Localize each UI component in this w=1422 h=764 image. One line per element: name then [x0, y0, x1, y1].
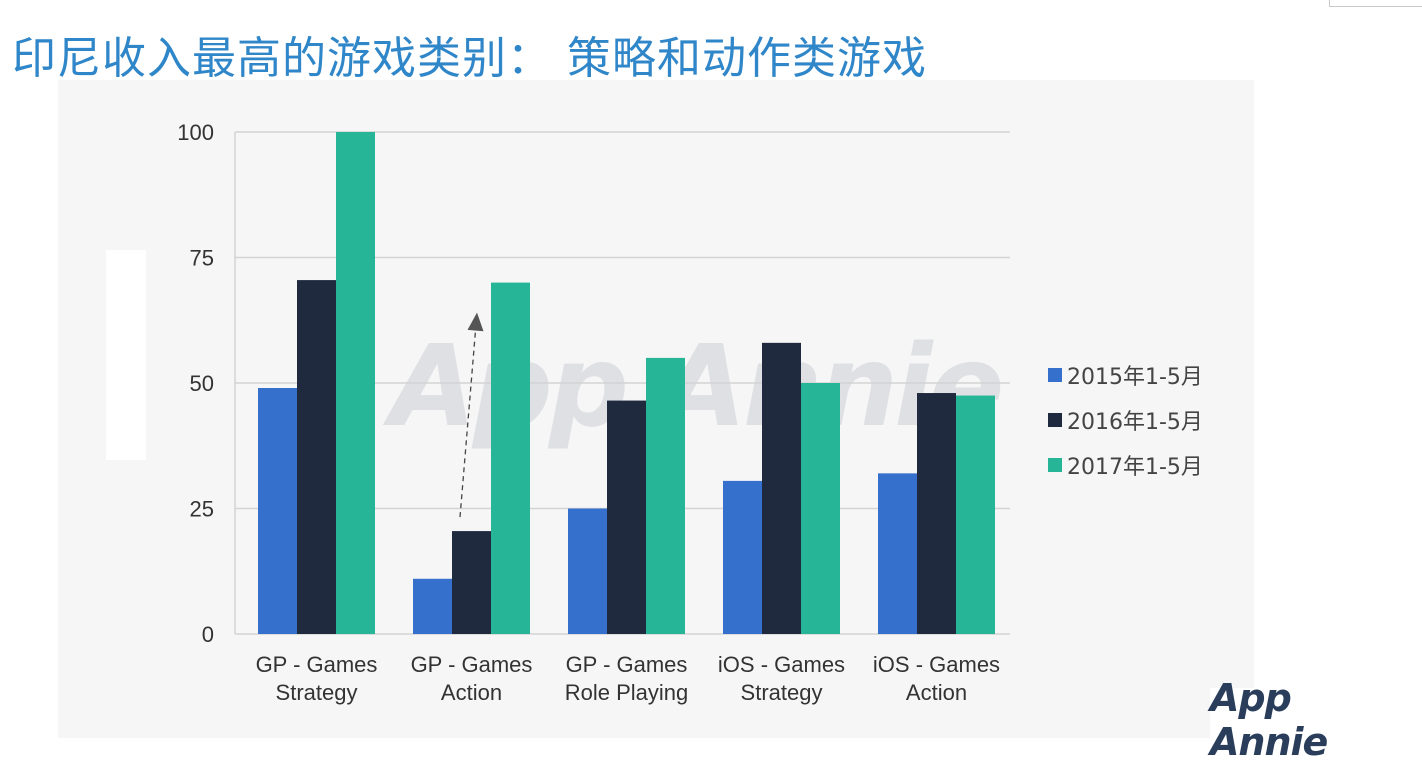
x-tick-label: GP - Games — [566, 652, 688, 677]
bar-2017-cat4 — [956, 395, 995, 634]
logo-text: App Annie — [1210, 676, 1328, 764]
legend-swatch-2017 — [1048, 457, 1062, 472]
bar-2015-cat0 — [258, 388, 297, 634]
legend-label-2016: 2016年1-5月 — [1067, 409, 1203, 435]
x-tick-label: iOS - Games — [873, 652, 1000, 677]
bar-2015-cat1 — [413, 578, 452, 634]
bar-2017-cat1 — [491, 282, 530, 634]
annotation-arrow-line — [459, 312, 478, 518]
y-tick-label: 50 — [190, 371, 214, 396]
annotation-arrow-head — [467, 312, 484, 332]
corner-frame — [1329, 0, 1422, 7]
x-tick-label: Role Playing — [565, 680, 689, 705]
bar-2016-cat1 — [452, 531, 491, 634]
bar-2017-cat2 — [646, 357, 685, 634]
bar-2017-cat3 — [801, 383, 840, 634]
x-tick-label: GP - Games — [411, 652, 533, 677]
legend-label-2017: 2017年1-5月 — [1067, 454, 1203, 480]
legend-label-2015: 2015年1-5月 — [1067, 364, 1203, 390]
y-tick-label: 100 — [177, 120, 214, 145]
x-tick-label: Action — [441, 680, 502, 705]
y-tick-label: 0 — [202, 622, 214, 647]
bar-2016-cat4 — [917, 393, 956, 634]
chart-legend: 2015年1-5月 2016年1-5月 2017年1-5月 — [1048, 352, 1203, 487]
bar-2016-cat3 — [762, 342, 801, 634]
x-tick-label: iOS - Games — [718, 652, 845, 677]
page-title: 印尼收入最高的游戏类别： 策略和动作类游戏 — [12, 33, 927, 84]
legend-swatch-2015 — [1048, 367, 1062, 382]
bar-2016-cat0 — [297, 280, 336, 634]
app-annie-logo: App Annie — [1210, 676, 1420, 764]
bar-2016-cat2 — [607, 400, 646, 634]
bar-2015-cat2 — [568, 508, 607, 634]
bar-2015-cat3 — [723, 480, 762, 634]
x-tick-label: Strategy — [741, 680, 823, 705]
legend-swatch-2016 — [1048, 412, 1062, 427]
legend-item-2017: 2017年1-5月 — [1048, 442, 1203, 487]
y-tick-label: 75 — [190, 246, 214, 271]
bar-2015-cat4 — [878, 473, 917, 634]
x-tick-label: Action — [906, 680, 967, 705]
legend-item-2015: 2015年1-5月 — [1048, 352, 1203, 397]
bar-2017-cat0 — [336, 132, 375, 634]
y-tick-label: 25 — [190, 497, 214, 522]
panel-strip — [106, 250, 146, 460]
legend-item-2016: 2016年1-5月 — [1048, 397, 1203, 442]
x-tick-label: Strategy — [276, 680, 358, 705]
x-tick-label: GP - Games — [256, 652, 378, 677]
